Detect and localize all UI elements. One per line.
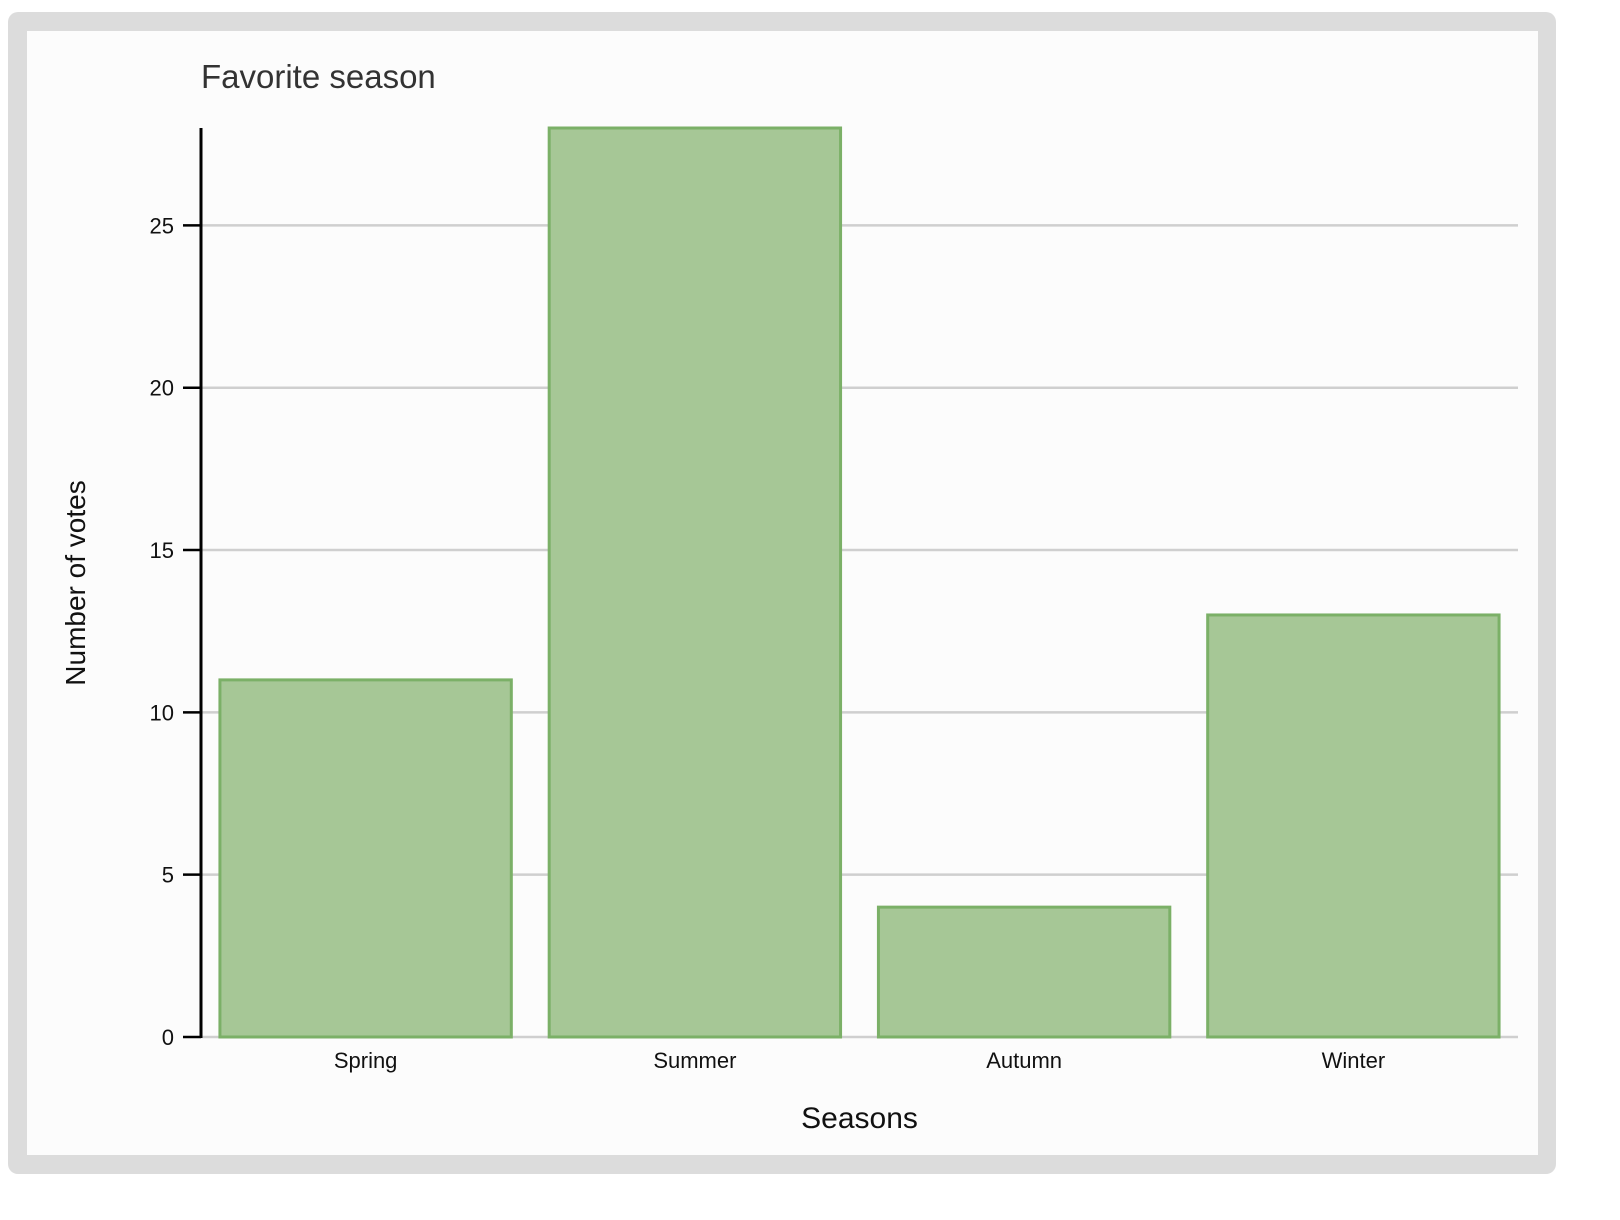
- y-tick-label: 15: [150, 538, 174, 563]
- x-tick-labels: Spring Summer Autumn Winter: [334, 1048, 1385, 1073]
- chart-title: Favorite season: [201, 58, 436, 95]
- x-tick-label: Spring: [334, 1048, 398, 1073]
- bar-summer: [547, 126, 843, 1039]
- y-tick-label: 20: [150, 376, 174, 401]
- bars: [218, 126, 1501, 1039]
- bar-winter: [1206, 613, 1501, 1039]
- x-tick-label: Autumn: [986, 1048, 1062, 1073]
- y-tick-label: 10: [150, 700, 174, 725]
- x-tick-label: Summer: [653, 1048, 736, 1073]
- bar-spring: [218, 678, 513, 1039]
- bar-autumn: [876, 905, 1172, 1039]
- x-axis-title: Seasons: [801, 1102, 918, 1135]
- y-ticks: 0 5 10 15 20 25: [150, 213, 201, 1050]
- y-axis-title: Number of votes: [60, 480, 91, 685]
- y-tick-label: 25: [150, 213, 174, 238]
- x-tick-label: Winter: [1322, 1048, 1386, 1073]
- y-tick-label: 0: [162, 1025, 174, 1050]
- y-tick-label: 5: [162, 863, 174, 888]
